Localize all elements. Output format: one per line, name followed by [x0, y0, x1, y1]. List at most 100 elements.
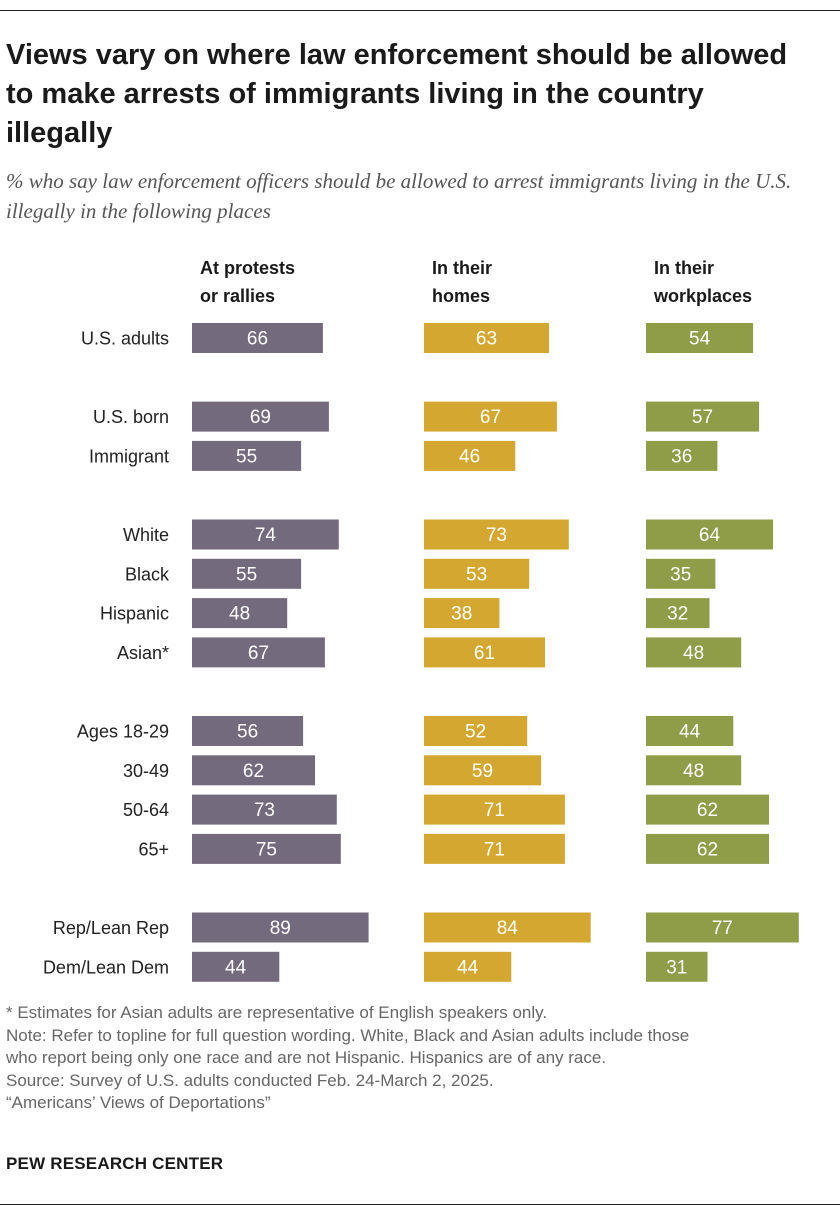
value-label-at-protests-or-rallies-black: 55 — [236, 564, 257, 585]
pew-logo-text: PEW RESEARCH CENTER — [6, 1154, 224, 1173]
bar-at-protests-or-rallies-asian — [192, 637, 325, 668]
bar-in-their-workplaces-u-s-adults — [646, 323, 754, 353]
bar-in-their-workplaces-black — [646, 558, 716, 589]
row-label-immigrant: Immigrant — [89, 446, 169, 466]
column-header-in-their-workplaces-line-2: workplaces — [653, 286, 752, 306]
bar-in-their-workplaces-u-s-born — [646, 401, 760, 432]
bar-at-protests-or-rallies-black — [192, 558, 302, 589]
row-label-asian: Asian* — [117, 643, 169, 663]
value-label-in-their-workplaces-dem-lean-dem: 31 — [666, 957, 687, 978]
value-label-in-their-homes-asian: 61 — [474, 643, 495, 664]
bar-at-protests-or-rallies-white — [192, 519, 339, 550]
row-label-50-64: 50-64 — [123, 800, 169, 820]
value-label-at-protests-or-rallies-30-49: 62 — [243, 761, 264, 782]
value-label-at-protests-or-rallies-ages-18-29: 56 — [237, 722, 258, 743]
value-label-in-their-homes-immigrant: 46 — [459, 446, 480, 467]
value-label-in-their-homes-white: 73 — [486, 525, 507, 546]
bar-in-their-workplaces-hispanic — [646, 598, 710, 629]
bar-in-their-homes-hispanic — [424, 598, 500, 629]
column-header-in-their-homes-line-2: homes — [432, 286, 490, 306]
value-label-in-their-workplaces-u-s-born: 57 — [692, 407, 713, 428]
bar-at-protests-or-rallies-30-49 — [192, 755, 315, 786]
bar-in-their-workplaces-rep-lean-rep — [646, 912, 799, 943]
value-label-at-protests-or-rallies-65: 75 — [256, 839, 277, 860]
bar-at-protests-or-rallies-65 — [192, 833, 341, 864]
report-title: “Americans’ Views of Deportations” — [6, 1093, 271, 1112]
bar-in-their-homes-black — [424, 558, 530, 589]
chart-title: Views vary on where law enforcement shou… — [6, 39, 788, 149]
row-label-u-s-adults: U.S. adults — [81, 329, 169, 349]
bar-at-protests-or-rallies-u-s-born — [192, 401, 329, 432]
row-label-black: Black — [125, 564, 170, 584]
value-label-at-protests-or-rallies-dem-lean-dem: 44 — [225, 957, 247, 978]
column-header-in-their-homes-line-1: In their — [432, 258, 492, 278]
value-label-in-their-workplaces-black: 35 — [670, 564, 691, 585]
value-label-in-their-workplaces-immigrant: 36 — [671, 446, 692, 467]
note-line-1: Note: Refer to topline for full question… — [6, 1025, 690, 1045]
bar-in-their-homes-50-64 — [424, 794, 565, 825]
value-label-at-protests-or-rallies-u-s-adults: 66 — [247, 329, 268, 350]
bar-at-protests-or-rallies-hispanic — [192, 598, 288, 629]
row-label-white: White — [123, 525, 169, 545]
value-label-in-their-workplaces-rep-lean-rep: 77 — [712, 918, 733, 939]
row-label-u-s-born: U.S. born — [93, 407, 169, 427]
bar-in-their-homes-rep-lean-rep — [424, 912, 591, 943]
value-label-in-their-workplaces-ages-18-29: 44 — [679, 722, 701, 743]
bottom-rule — [0, 1204, 840, 1205]
row-label-30-49: 30-49 — [123, 761, 169, 781]
bar-in-their-homes-u-s-adults — [424, 323, 549, 353]
bar-in-their-homes-65 — [424, 833, 565, 864]
value-label-in-their-homes-hispanic: 38 — [451, 604, 472, 625]
row-label-65: 65+ — [138, 839, 169, 859]
bar-in-their-workplaces-white — [646, 519, 773, 550]
value-label-in-their-homes-ages-18-29: 52 — [465, 722, 486, 743]
row-label-dem-lean-dem: Dem/Lean Dem — [43, 957, 169, 977]
bar-in-their-workplaces-asian — [646, 637, 742, 668]
source-line: Source: Survey of U.S. adults conducted … — [6, 1070, 494, 1090]
bar-at-protests-or-rallies-dem-lean-dem — [192, 951, 280, 982]
value-label-in-their-workplaces-50-64: 62 — [697, 800, 718, 821]
value-label-in-their-homes-30-49: 59 — [472, 761, 493, 782]
bar-at-protests-or-rallies-immigrant — [192, 440, 302, 471]
value-label-at-protests-or-rallies-immigrant: 55 — [236, 446, 257, 467]
bar-in-their-homes-30-49 — [424, 755, 542, 786]
bar-in-their-workplaces-immigrant — [646, 440, 718, 471]
bar-in-their-workplaces-50-64 — [646, 794, 769, 825]
column-header-at-protests-or-rallies-line-1: At protests — [200, 258, 295, 278]
row-label-ages-18-29: Ages 18-29 — [77, 722, 169, 742]
bar-in-their-homes-white — [424, 519, 569, 550]
footnote-asian: * Estimates for Asian adults are represe… — [6, 1003, 548, 1022]
bar-in-their-homes-ages-18-29 — [424, 716, 528, 746]
bar-in-their-homes-dem-lean-dem — [424, 951, 512, 982]
bar-in-their-homes-asian — [424, 637, 545, 668]
bar-at-protests-or-rallies-50-64 — [192, 794, 337, 825]
value-label-in-their-homes-dem-lean-dem: 44 — [457, 957, 479, 978]
row-label-hispanic: Hispanic — [100, 604, 169, 624]
row-label-rep-lean-rep: Rep/Lean Rep — [53, 918, 169, 938]
bar-in-their-homes-immigrant — [424, 440, 516, 471]
bar-in-their-homes-u-s-born — [424, 401, 557, 432]
bar-at-protests-or-rallies-u-s-adults — [192, 323, 323, 353]
bar-at-protests-or-rallies-rep-lean-rep — [192, 912, 369, 943]
value-label-at-protests-or-rallies-asian: 67 — [248, 643, 269, 664]
value-label-in-their-workplaces-30-49: 48 — [683, 761, 704, 782]
value-label-at-protests-or-rallies-u-s-born: 69 — [250, 407, 271, 428]
value-label-in-their-homes-black: 53 — [466, 564, 487, 585]
value-label-at-protests-or-rallies-rep-lean-rep: 89 — [270, 918, 291, 939]
bar-chart: At protests or rallies In their homes In the… — [43, 258, 799, 982]
column-header-at-protests-or-rallies-line-2: or rallies — [200, 286, 275, 306]
column-header-in-their-workplaces-line-1: In their — [654, 258, 714, 278]
value-label-at-protests-or-rallies-50-64: 73 — [254, 800, 275, 821]
bar-in-their-workplaces-65 — [646, 833, 769, 864]
value-label-in-their-homes-rep-lean-rep: 84 — [497, 918, 519, 939]
value-label-in-their-workplaces-65: 62 — [697, 839, 718, 860]
bar-at-protests-or-rallies-ages-18-29 — [192, 716, 304, 746]
value-label-in-their-homes-65: 71 — [484, 839, 505, 860]
value-label-at-protests-or-rallies-hispanic: 48 — [229, 604, 250, 625]
chart-subtitle: % who say law enforcement officers shoul… — [6, 169, 792, 223]
value-label-in-their-homes-u-s-born: 67 — [480, 407, 501, 428]
value-label-in-their-homes-50-64: 71 — [484, 800, 505, 821]
value-label-in-their-workplaces-asian: 48 — [683, 643, 704, 664]
value-label-in-their-workplaces-u-s-adults: 54 — [689, 329, 711, 350]
bar-in-their-workplaces-30-49 — [646, 755, 742, 786]
